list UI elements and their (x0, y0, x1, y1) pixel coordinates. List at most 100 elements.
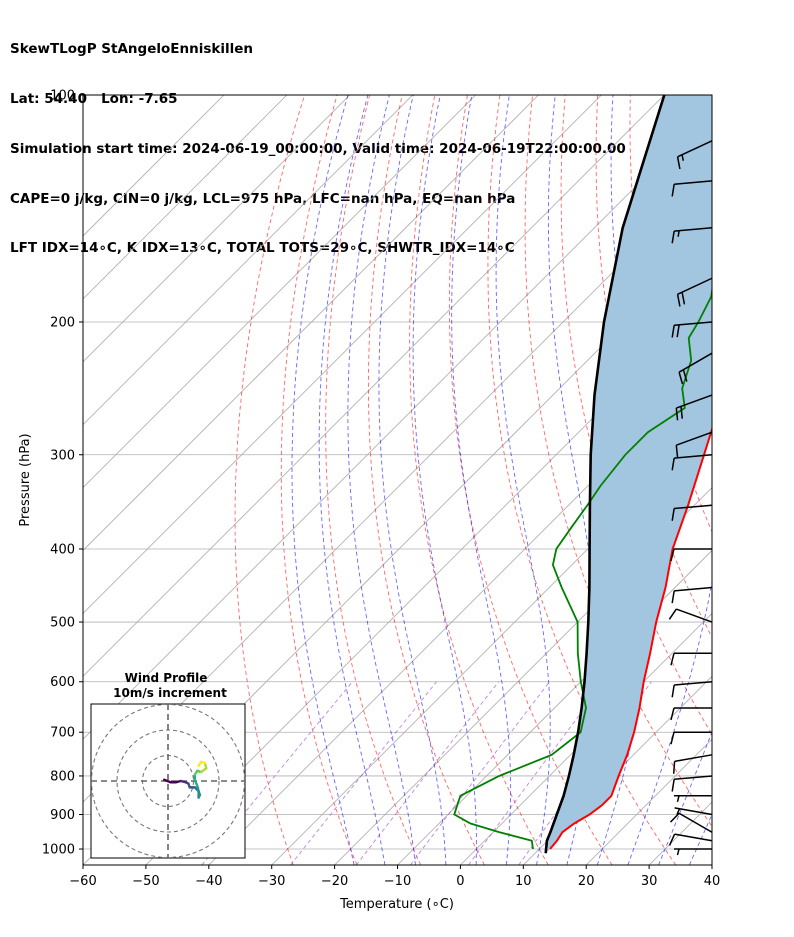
moist-adiabat-line (495, 95, 551, 865)
wind-barb (670, 707, 712, 721)
wind-barb-staff (674, 754, 713, 763)
wind-barb-flag (681, 292, 686, 305)
wind-barb (674, 848, 712, 856)
wind-barb-flag (680, 406, 684, 419)
wind-barb-flag (670, 732, 675, 745)
y-axis-label: Pressure (hPa) (18, 433, 33, 526)
wind-barb-staff (674, 680, 713, 686)
dry-adiabat-line (325, 95, 422, 865)
wind-barb-flag (671, 230, 675, 244)
isotherm-line (145, 298, 712, 865)
dry-adiabat-line (560, 95, 712, 736)
isotherm-line (83, 95, 351, 363)
x-tick-label: −50 (132, 874, 159, 889)
wind-barb-staff (674, 807, 713, 816)
x-tick-label: −40 (195, 874, 222, 889)
moist-adiabat-line (627, 95, 712, 865)
wind-barb-half-flag (676, 808, 681, 815)
isotherm-line (334, 487, 712, 865)
wind-barb-staff (677, 277, 713, 295)
wind-barb-staff (674, 454, 713, 459)
wind-barb-staff (674, 504, 713, 510)
mixing-ratio-line (468, 681, 605, 865)
x-tick-label: 40 (704, 874, 721, 889)
x-tick-label: −30 (258, 874, 285, 889)
wind-barb (671, 180, 713, 197)
wind-barb (670, 652, 712, 666)
wind-barb (670, 548, 712, 562)
x-tick-label: 30 (641, 874, 658, 889)
wind-barb-staff (678, 812, 713, 833)
wind-barb (668, 833, 713, 846)
temperature-line (549, 426, 712, 850)
moist-adiabat-line (451, 95, 512, 865)
wind-barb-flag (672, 761, 676, 774)
wind-barb-staff (676, 394, 713, 409)
moist-adiabat-line (658, 730, 712, 865)
wind-barb-staff (677, 140, 713, 158)
wind-barb (672, 754, 713, 774)
dry-adiabat-line (448, 95, 613, 865)
y-tick-label: 700 (50, 726, 75, 741)
mixing-ratio-line (355, 681, 499, 865)
wind-barb-flag (671, 325, 675, 338)
wind-barb-flag (668, 608, 677, 620)
wind-barb-flag (670, 707, 675, 721)
isotherm-line (83, 95, 476, 489)
wind-barb (675, 394, 713, 421)
wind-barb-staff (674, 227, 713, 232)
isotherm-line (83, 95, 288, 300)
y-tick-label: 800 (50, 769, 75, 784)
title-station: SkewTLogP StAngeloEnniskillen (10, 41, 253, 58)
mixing-ratio-line (290, 681, 437, 865)
wind-barb (670, 731, 712, 745)
wind-barb (675, 431, 713, 458)
hodograph-plot (91, 704, 245, 858)
moist-adiabat-line (378, 95, 447, 865)
wind-barb-staff (674, 321, 713, 327)
wind-barb-staff (674, 180, 713, 185)
wind-barb (671, 775, 713, 792)
dry-adiabat-line (761, 95, 794, 865)
wind-barb-staff (676, 608, 713, 623)
x-tick-label: −10 (384, 874, 411, 889)
y-tick-label: 1000 (42, 843, 75, 858)
x-tick-label: 20 (578, 874, 595, 889)
wind-barb-flag (671, 184, 675, 197)
isotherm-line (775, 95, 794, 865)
moist-adiabat-line (347, 95, 416, 865)
inset-title: Wind Profile (125, 671, 208, 685)
wind-barb-flag (682, 369, 688, 382)
dry-adiabat-line (367, 95, 485, 865)
wind-barb-flag (668, 833, 676, 846)
isotherm-line (523, 675, 712, 865)
parcel-path-line (544, 95, 666, 854)
inset-subtitle: 10m/s increment (113, 686, 227, 700)
isotherm-line (271, 424, 712, 865)
y-tick-label: 300 (50, 448, 75, 463)
isotherm-line (397, 549, 712, 865)
dry-adiabat-line (409, 95, 549, 865)
wind-barb-flag (671, 779, 675, 792)
y-tick-label: 100 (50, 89, 75, 104)
wind-barb-flag (675, 445, 679, 458)
wind-barb-staff (674, 586, 713, 592)
wind-barb (678, 352, 713, 385)
moist-adiabat-line (720, 95, 794, 865)
wind-barbs (668, 140, 713, 856)
wind-barb-flag (670, 653, 675, 666)
wind-barb-flag (675, 407, 679, 421)
wind-barb (671, 227, 713, 244)
isotherm-line (83, 109, 712, 740)
isotherm-line (83, 95, 413, 426)
isotherm-line (83, 95, 665, 677)
isotherm-line (711, 864, 712, 865)
wind-barb-flag (671, 508, 675, 521)
wind-barb (671, 504, 713, 521)
wind-barb-staff (676, 431, 713, 446)
wind-barb-half-flag (681, 154, 685, 161)
parcel-fill-area (545, 95, 712, 854)
y-tick-label: 900 (50, 808, 75, 823)
